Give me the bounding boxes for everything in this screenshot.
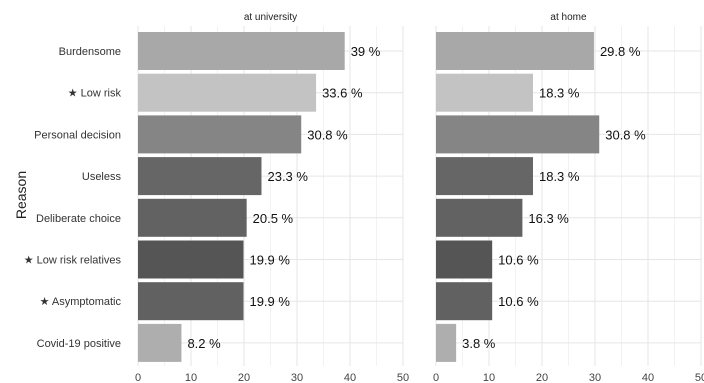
bar bbox=[138, 32, 345, 70]
facet-panel: at home 0 10 20 30 40 50 29.8 % 18.3 % 30.8 % 18.3… bbox=[433, 12, 704, 383]
bar bbox=[138, 198, 247, 237]
value-label: 23.3 % bbox=[267, 169, 308, 184]
category-label: Covid-19 positive bbox=[37, 338, 121, 350]
value-label: 30.8 % bbox=[307, 127, 348, 142]
category-label-text: Covid-19 positive bbox=[37, 338, 121, 350]
bar bbox=[138, 323, 182, 362]
value-label: 3.8 % bbox=[462, 336, 496, 351]
category-label: Burdensome bbox=[59, 46, 121, 58]
category-label-text: Deliberate choice bbox=[36, 213, 121, 225]
facet-panel: at university 0 10 20 30 40 50 39 % 33.6 % 30.8 %… bbox=[135, 12, 409, 383]
bar bbox=[138, 240, 244, 279]
bar bbox=[436, 240, 493, 279]
value-label: 10.6 % bbox=[498, 294, 539, 309]
category-label-text: Asymptomatic bbox=[52, 296, 122, 308]
value-label: 30.8 % bbox=[605, 127, 646, 142]
category-label-text: Low risk bbox=[81, 88, 122, 100]
category-label-text: Personal decision bbox=[34, 129, 121, 141]
value-label: 18.3 % bbox=[539, 86, 580, 101]
bar bbox=[436, 323, 457, 362]
category-label: ★ Low risk bbox=[68, 88, 122, 100]
category-label-text: Useless bbox=[82, 171, 122, 183]
x-tick-label: 20 bbox=[238, 372, 250, 383]
bar bbox=[436, 157, 533, 196]
x-tick-label: 40 bbox=[642, 372, 654, 383]
value-label: 20.5 % bbox=[253, 211, 294, 226]
facet-title: at university bbox=[244, 12, 297, 23]
value-label: 29.8 % bbox=[600, 44, 641, 59]
star-marker: ★ bbox=[24, 255, 37, 267]
star-marker: ★ bbox=[40, 296, 52, 308]
x-tick-label: 20 bbox=[536, 372, 548, 383]
bar bbox=[436, 73, 533, 112]
value-label: 19.9 % bbox=[249, 253, 290, 268]
y-axis-title: Reason bbox=[13, 171, 29, 219]
category-label: Useless bbox=[82, 171, 122, 183]
bar bbox=[138, 157, 262, 196]
category-label: Deliberate choice bbox=[36, 213, 121, 225]
x-tick-label: 40 bbox=[344, 372, 356, 383]
value-label: 8.2 % bbox=[187, 336, 221, 351]
x-tick-label: 30 bbox=[291, 372, 303, 383]
category-label-text: Burdensome bbox=[59, 46, 121, 58]
value-label: 39 % bbox=[351, 44, 381, 59]
bar bbox=[138, 73, 317, 112]
x-tick-label: 30 bbox=[589, 372, 601, 383]
bar bbox=[436, 32, 594, 70]
bar bbox=[436, 115, 600, 154]
bar bbox=[436, 198, 523, 237]
star-marker: ★ bbox=[68, 88, 81, 100]
x-tick-label: 50 bbox=[695, 372, 704, 383]
value-label: 19.9 % bbox=[249, 294, 290, 309]
x-tick-label: 10 bbox=[483, 372, 495, 383]
x-tick-label: 0 bbox=[135, 372, 141, 383]
category-label: ★ Low risk relatives bbox=[24, 255, 122, 267]
category-label: ★ Asymptomatic bbox=[40, 296, 122, 308]
value-label: 18.3 % bbox=[539, 169, 580, 184]
bar bbox=[436, 282, 493, 321]
x-tick-label: 10 bbox=[185, 372, 197, 383]
x-tick-label: 0 bbox=[433, 372, 439, 383]
category-label-text: Low risk relatives bbox=[37, 255, 122, 267]
bar bbox=[138, 115, 302, 154]
category-label: Personal decision bbox=[34, 129, 121, 141]
value-label: 33.6 % bbox=[322, 86, 363, 101]
value-label: 10.6 % bbox=[498, 253, 539, 268]
bar bbox=[138, 282, 244, 321]
facet-title: at home bbox=[550, 12, 587, 23]
x-tick-label: 50 bbox=[397, 372, 409, 383]
value-label: 16.3 % bbox=[528, 211, 569, 226]
